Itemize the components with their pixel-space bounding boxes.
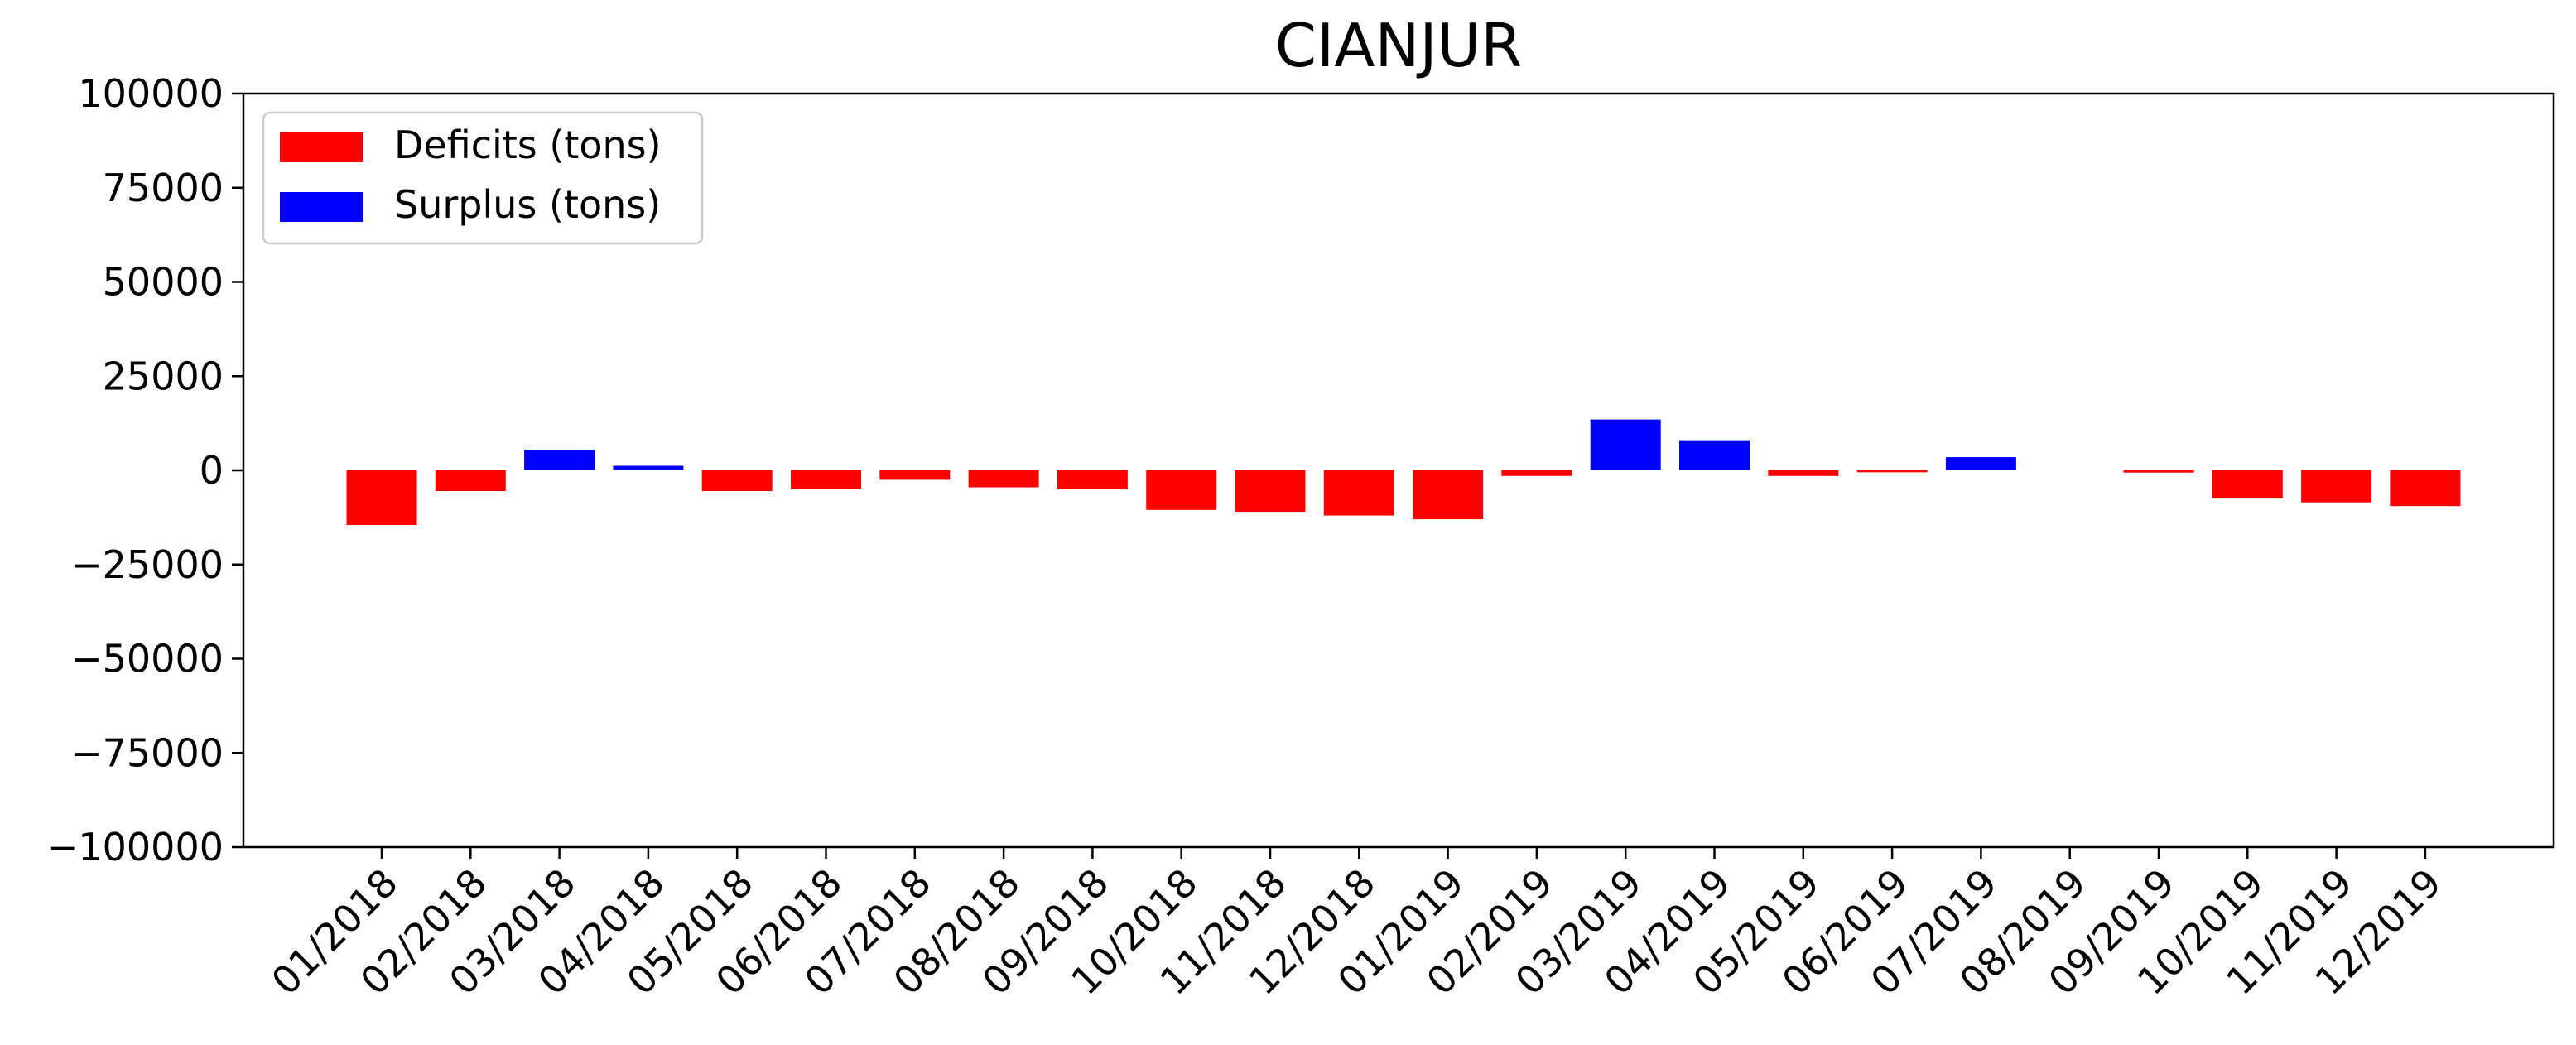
legend-box (262, 111, 704, 245)
deficit-bar-05-2018 (701, 470, 773, 491)
y-tick-label: 25000 (103, 354, 224, 398)
deficit-bar-11-2019 (2301, 470, 2372, 503)
chart-title: CIANJUR (1275, 11, 1523, 80)
surplus-bar-03-2018 (524, 450, 595, 470)
surplus-bar-04-2018 (613, 465, 684, 470)
deficit-bar-09-2018 (1057, 470, 1128, 489)
deficit-bar-02-2018 (435, 470, 506, 491)
legend-swatch (280, 132, 363, 162)
deficit-bar-01-2018 (346, 470, 417, 525)
deficit-bar-06-2018 (791, 470, 861, 489)
deficit-bar-10-2019 (2212, 470, 2283, 499)
deficit-bar-12-2019 (2390, 470, 2461, 507)
y-tick-label: −75000 (70, 730, 224, 775)
y-tick-label: −25000 (70, 542, 224, 587)
legend: Deficits (tons) Surplus (tons) (262, 111, 704, 245)
deficit-bar-07-2018 (879, 470, 951, 480)
surplus-bar-03-2019 (1590, 419, 1661, 470)
y-tick-label: −50000 (70, 637, 224, 681)
deficit-bar-02-2019 (1501, 470, 1572, 476)
deficit-bar-01-2019 (1413, 470, 1484, 520)
deficit-bar-05-2019 (1768, 470, 1839, 476)
y-tick-label: 50000 (103, 260, 224, 305)
surplus-bar-07-2019 (1945, 457, 2016, 470)
deficit-bar-10-2018 (1146, 470, 1217, 510)
legend-swatch (280, 192, 363, 222)
chart-marks (346, 419, 2461, 525)
surplus-bar-04-2019 (1679, 440, 1750, 470)
deficit-bar-11-2018 (1235, 470, 1306, 513)
deficit-bar-12-2018 (1323, 470, 1394, 516)
deficit-bar-09-2019 (2123, 470, 2194, 473)
deficit-bar-08-2018 (968, 470, 1039, 488)
y-tick-label: 75000 (103, 166, 224, 210)
legend-label: Deficits (tons) (394, 123, 662, 167)
deficit-bar-06-2019 (1856, 470, 1928, 473)
y-tick-label: −100000 (46, 825, 224, 869)
y-tick-label: 100000 (78, 71, 224, 116)
legend-label: Surplus (tons) (394, 182, 661, 227)
y-tick-label: 0 (200, 448, 224, 493)
